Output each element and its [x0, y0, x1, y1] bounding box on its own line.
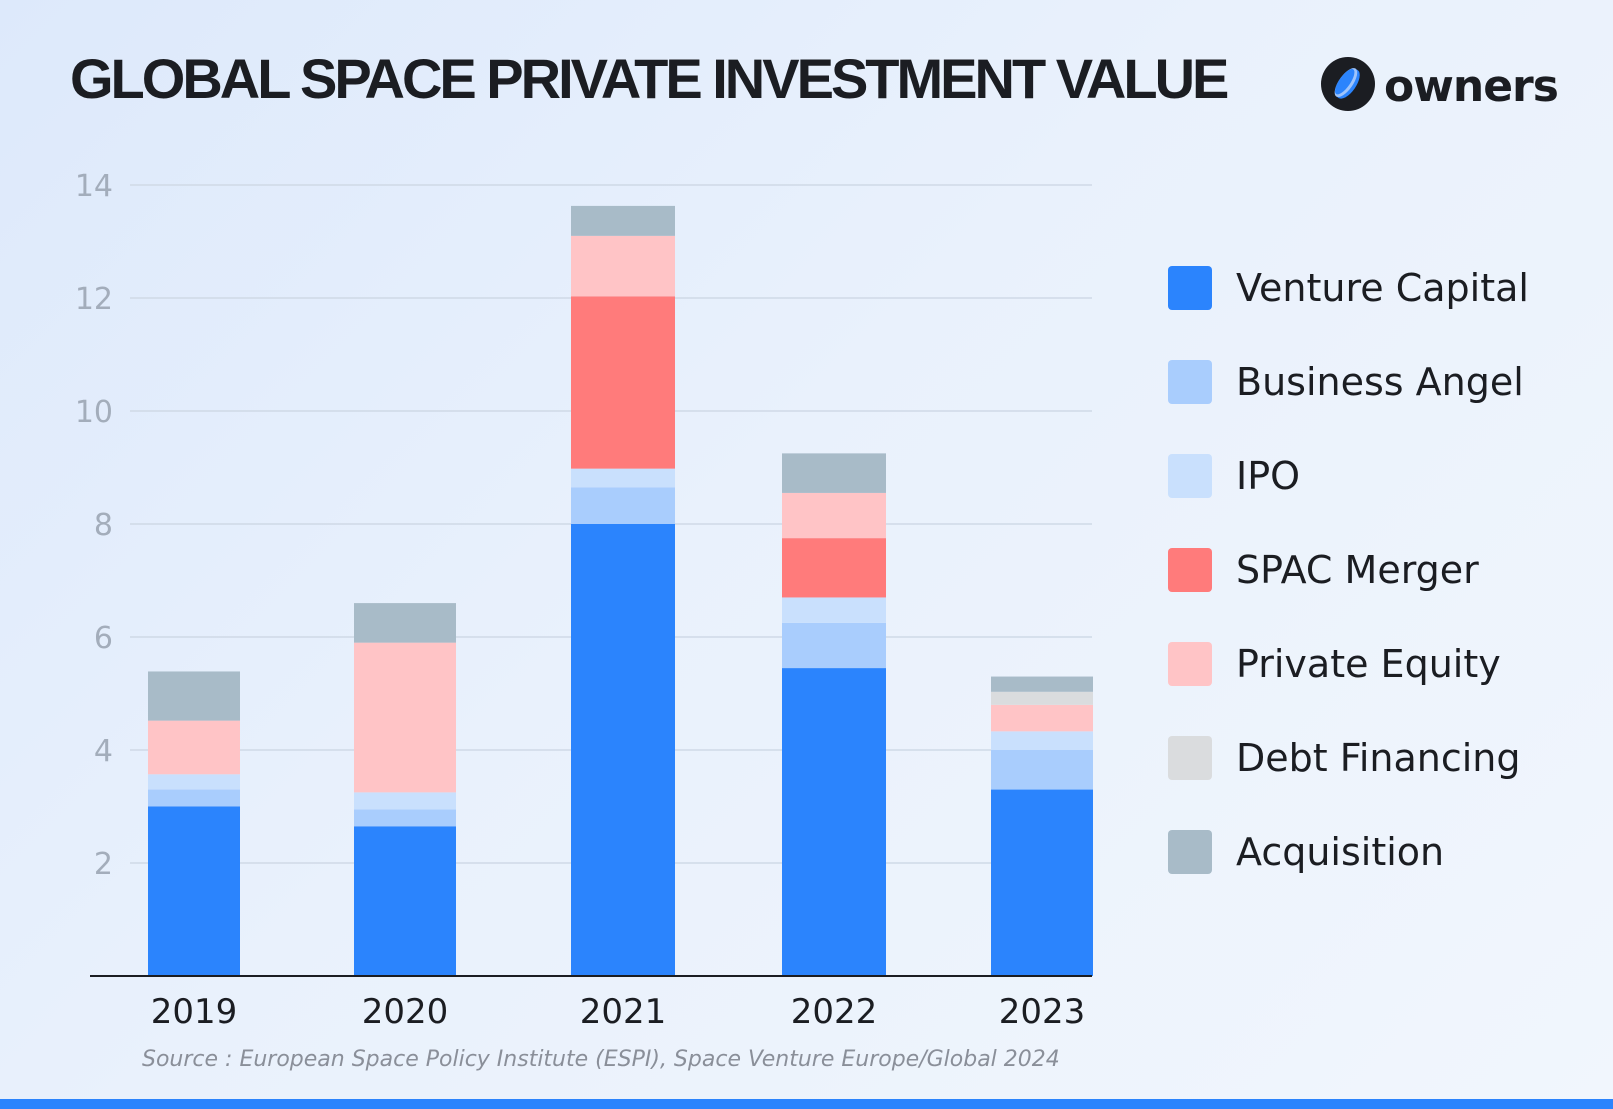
legend-label: SPAC Merger: [1236, 548, 1479, 592]
x-tick-label: 2021: [580, 992, 667, 1032]
y-tick-label: 8: [94, 508, 113, 543]
bar-segment-private-equity: [148, 720, 240, 775]
y-tick-label: 14: [75, 169, 113, 204]
legend-label: Private Equity: [1236, 642, 1501, 686]
x-tick-label: 2022: [791, 992, 878, 1032]
bar-segment-business-angel: [148, 789, 240, 807]
accent-bar: [0, 1099, 1613, 1109]
bar-segment-private-equity: [991, 704, 1093, 732]
bar-segment-spac-merger: [782, 538, 886, 598]
bar-segment-business-angel: [354, 809, 456, 827]
bar-segment-venture-capital: [354, 826, 456, 976]
owners-coin-icon: [1320, 56, 1376, 116]
y-tick-label: 2: [94, 847, 113, 882]
y-tick-label: 10: [75, 395, 113, 430]
owners-logo: owners: [1320, 56, 1559, 116]
bar-segment-acquisition: [148, 671, 240, 721]
bar-segment-ipo: [354, 792, 456, 810]
x-tick-label: 2020: [362, 992, 449, 1032]
legend-label: Venture Capital: [1236, 266, 1529, 310]
legend-item-private-equity: Private Equity: [1168, 642, 1529, 686]
y-tick-label: 6: [94, 621, 113, 656]
legend-item-business-angel: Business Angel: [1168, 360, 1529, 404]
bar-segment-ipo: [571, 468, 675, 488]
bar-segment-venture-capital: [148, 806, 240, 976]
bar-segment-business-angel: [571, 487, 675, 524]
legend-item-acquisition: Acquisition: [1168, 830, 1529, 874]
bar-segment-business-angel: [991, 750, 1093, 790]
bar-segment-venture-capital: [571, 524, 675, 976]
legend-label: Acquisition: [1236, 830, 1445, 874]
bar-segment-venture-capital: [782, 668, 886, 976]
x-tick-label: 2023: [999, 992, 1086, 1032]
legend-swatch: [1168, 736, 1212, 780]
y-tick-label: 4: [94, 734, 113, 769]
bar-segment-business-angel: [782, 622, 886, 669]
source-note: Source : European Space Policy Institute…: [142, 1047, 1060, 1072]
legend-item-spac-merger: SPAC Merger: [1168, 548, 1529, 592]
legend-label: Business Angel: [1236, 360, 1524, 404]
page-title: GLOBAL SPACE PRIVATE INVESTMENT VALUE: [70, 47, 1229, 110]
y-tick-label: 12: [75, 282, 113, 317]
x-tick-label: 2019: [151, 992, 238, 1032]
bar-segment-acquisition: [991, 676, 1093, 692]
bar-segment-acquisition: [782, 453, 886, 493]
legend-swatch: [1168, 360, 1212, 404]
legend-swatch: [1168, 642, 1212, 686]
legend-item-venture-capital: Venture Capital: [1168, 266, 1529, 310]
bar-segment-private-equity: [782, 492, 886, 539]
legend-item-ipo: IPO: [1168, 454, 1529, 498]
legend-label: IPO: [1236, 454, 1301, 498]
bar-segment-ipo: [148, 774, 240, 790]
bar-segment-acquisition: [571, 205, 675, 236]
bar-segment-ipo: [991, 731, 1093, 750]
legend-swatch: [1168, 548, 1212, 592]
legend-label: Debt Financing: [1236, 736, 1521, 780]
legend-swatch: [1168, 266, 1212, 310]
legend-swatch: [1168, 454, 1212, 498]
bar-segment-venture-capital: [991, 789, 1093, 976]
bar-segment-debt-financing: [991, 691, 1093, 705]
legend-swatch: [1168, 830, 1212, 874]
bar-segment-private-equity: [571, 235, 675, 297]
bar-segment-spac-merger: [571, 296, 675, 469]
bar-segment-private-equity: [354, 642, 456, 793]
chart-legend: Venture Capital Business Angel IPO SPAC …: [1168, 266, 1529, 924]
bar-segment-acquisition: [354, 603, 456, 643]
logo-text: owners: [1384, 60, 1559, 112]
bar-segment-ipo: [782, 597, 886, 623]
legend-item-debt-financing: Debt Financing: [1168, 736, 1529, 780]
